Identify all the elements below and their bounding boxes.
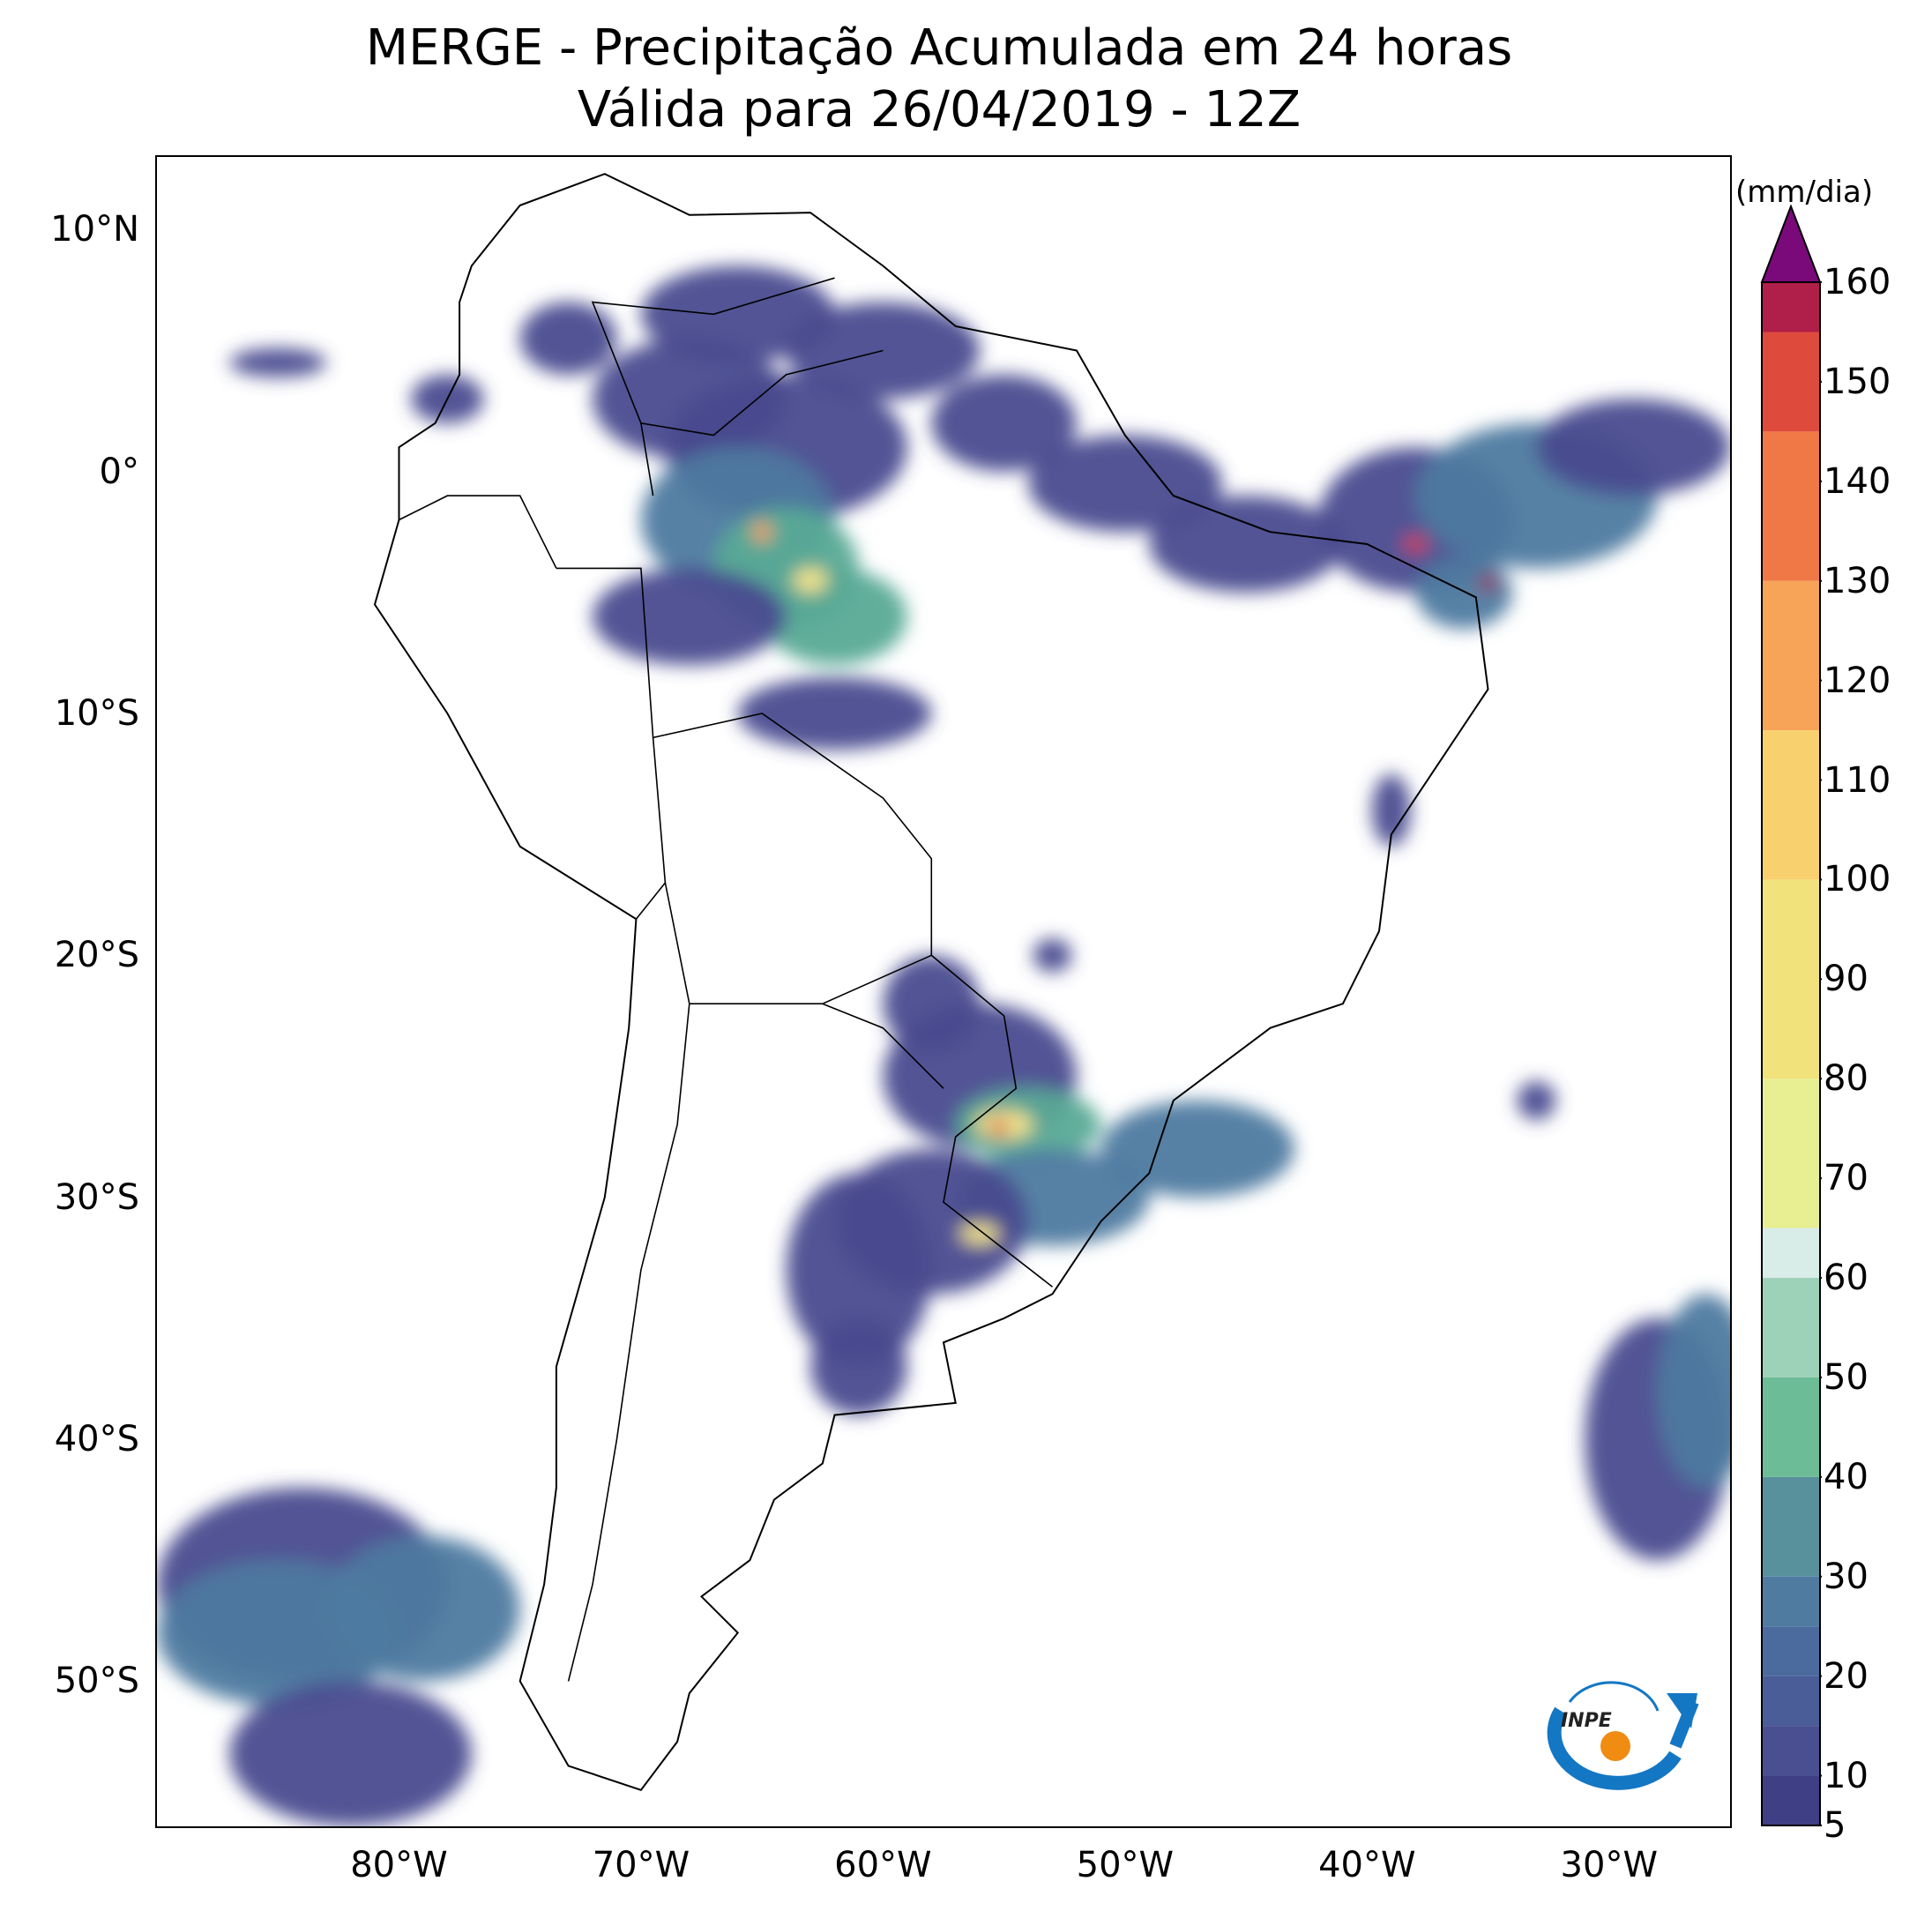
map-panel xyxy=(155,155,1732,1828)
country-border xyxy=(591,277,835,424)
colorbar-tick-label: 110 xyxy=(1824,759,1891,801)
precip-area xyxy=(1149,496,1343,593)
colorbar-segment xyxy=(1762,1775,1820,1825)
precip-area xyxy=(883,955,981,1053)
colorbar-segment xyxy=(1762,431,1820,581)
precip-peak xyxy=(1478,575,1498,591)
precip-area xyxy=(1028,435,1222,533)
lat-label: 50°S xyxy=(54,1661,139,1702)
precip-peak xyxy=(1403,536,1428,552)
colorbar-segment xyxy=(1762,1726,1820,1776)
colorbar-segment xyxy=(1762,730,1820,880)
colorbar-segment xyxy=(1762,1079,1820,1228)
colorbar-segment xyxy=(1762,1576,1820,1627)
precip-area xyxy=(1371,773,1411,847)
inpe-logo: INPE xyxy=(1547,1681,1699,1790)
precip-area xyxy=(1100,1100,1294,1198)
colorbar-segment xyxy=(1762,879,1820,1079)
colorbar-tick-label: 150 xyxy=(1824,361,1891,402)
lon-label: 40°W xyxy=(1318,1845,1416,1885)
precip-area xyxy=(762,568,907,666)
colorbar-tick-label: 80 xyxy=(1824,1058,1869,1100)
precip-area xyxy=(737,676,932,750)
lat-label: 30°S xyxy=(54,1176,139,1218)
precip-area xyxy=(1033,938,1072,973)
precip-area xyxy=(519,302,617,375)
precip-area xyxy=(593,568,787,666)
country-border xyxy=(567,1004,690,1682)
colorbar-segment xyxy=(1762,282,1820,332)
colorbar-tick-label: 20 xyxy=(1824,1655,1869,1697)
country-border xyxy=(635,737,667,920)
colorbar-unit: (mm/dia) xyxy=(1735,175,1874,210)
colorbar-tick-label: 90 xyxy=(1824,959,1869,1000)
precip-area xyxy=(1657,1294,1730,1488)
lat-label: 20°S xyxy=(54,935,139,976)
precip-area xyxy=(229,1681,472,1826)
colorbar-tick-label: 5 xyxy=(1824,1805,1846,1846)
country-border xyxy=(556,567,1053,1288)
colorbar-tick-label: 160 xyxy=(1824,262,1891,302)
lat-label: 0° xyxy=(99,451,139,492)
colorbar-tick-label: 100 xyxy=(1824,859,1891,900)
colorbar-segment xyxy=(1762,1476,1820,1577)
colorbar-segment xyxy=(1762,1228,1820,1279)
colorbar-tick-label: 10 xyxy=(1824,1755,1869,1796)
map-title: MERGE - Precipitação Acumulada em 24 hor… xyxy=(0,18,1878,141)
colorbar-tick-label: 70 xyxy=(1824,1158,1869,1199)
precip-area xyxy=(931,374,1077,472)
precip-area xyxy=(326,1535,520,1682)
colorbar-tick-label: 140 xyxy=(1824,460,1891,502)
precip-area xyxy=(1536,399,1730,496)
country-border xyxy=(822,1003,944,1089)
colorbar-tick-label: 40 xyxy=(1824,1456,1869,1497)
lat-label: 40°S xyxy=(54,1419,139,1460)
country-border xyxy=(399,495,557,569)
lon-label: 50°W xyxy=(1076,1845,1175,1885)
lon-label: 70°W xyxy=(592,1845,690,1885)
precip-area xyxy=(1415,556,1512,629)
country-border xyxy=(639,349,884,496)
coastlines-and-borders xyxy=(373,173,1489,1791)
country-border xyxy=(664,882,932,1004)
colorbar-tick-label: 120 xyxy=(1824,660,1891,701)
colorbar-tick-label: 30 xyxy=(1824,1556,1869,1597)
precip-peak xyxy=(793,568,828,593)
title-line-1: MERGE - Precipitação Acumulada em 24 hor… xyxy=(365,19,1513,77)
precipitation-map xyxy=(157,173,1730,1826)
colorbar-segment xyxy=(1762,1676,1820,1727)
precip-area xyxy=(786,1173,932,1367)
colorbar-segment xyxy=(1762,1626,1820,1676)
lon-label: 30°W xyxy=(1560,1845,1658,1885)
colorbar-extend-arrow xyxy=(1760,205,1822,283)
title-line-2: Válida para 26/04/2019 - 12Z xyxy=(577,81,1302,138)
svg-text:INPE: INPE xyxy=(1561,1710,1612,1732)
colorbar-tick-label: 60 xyxy=(1824,1258,1869,1299)
precip-area xyxy=(810,1318,907,1415)
colorbar xyxy=(1760,205,1822,1826)
lon-label: 80°W xyxy=(350,1845,448,1885)
precipitation-field xyxy=(157,265,1730,1826)
precip-area xyxy=(640,265,835,363)
south-america-coastline xyxy=(373,173,1489,1791)
lat-label: 10°S xyxy=(54,693,139,734)
precip-peak xyxy=(989,1119,1010,1135)
colorbar-frame xyxy=(1761,281,1821,1826)
colorbar-segment xyxy=(1762,1377,1820,1477)
lon-label: 60°W xyxy=(834,1845,932,1885)
precip-area xyxy=(229,347,327,377)
lat-label: 10°N xyxy=(50,209,139,250)
colorbar-segment xyxy=(1762,1278,1820,1377)
colorbar-segment xyxy=(1762,580,1820,731)
precip-area xyxy=(1517,1081,1556,1120)
precip-peak xyxy=(752,522,772,542)
colorbar-tick-label: 130 xyxy=(1824,560,1891,601)
colorbar-tick-label: 50 xyxy=(1824,1356,1869,1398)
